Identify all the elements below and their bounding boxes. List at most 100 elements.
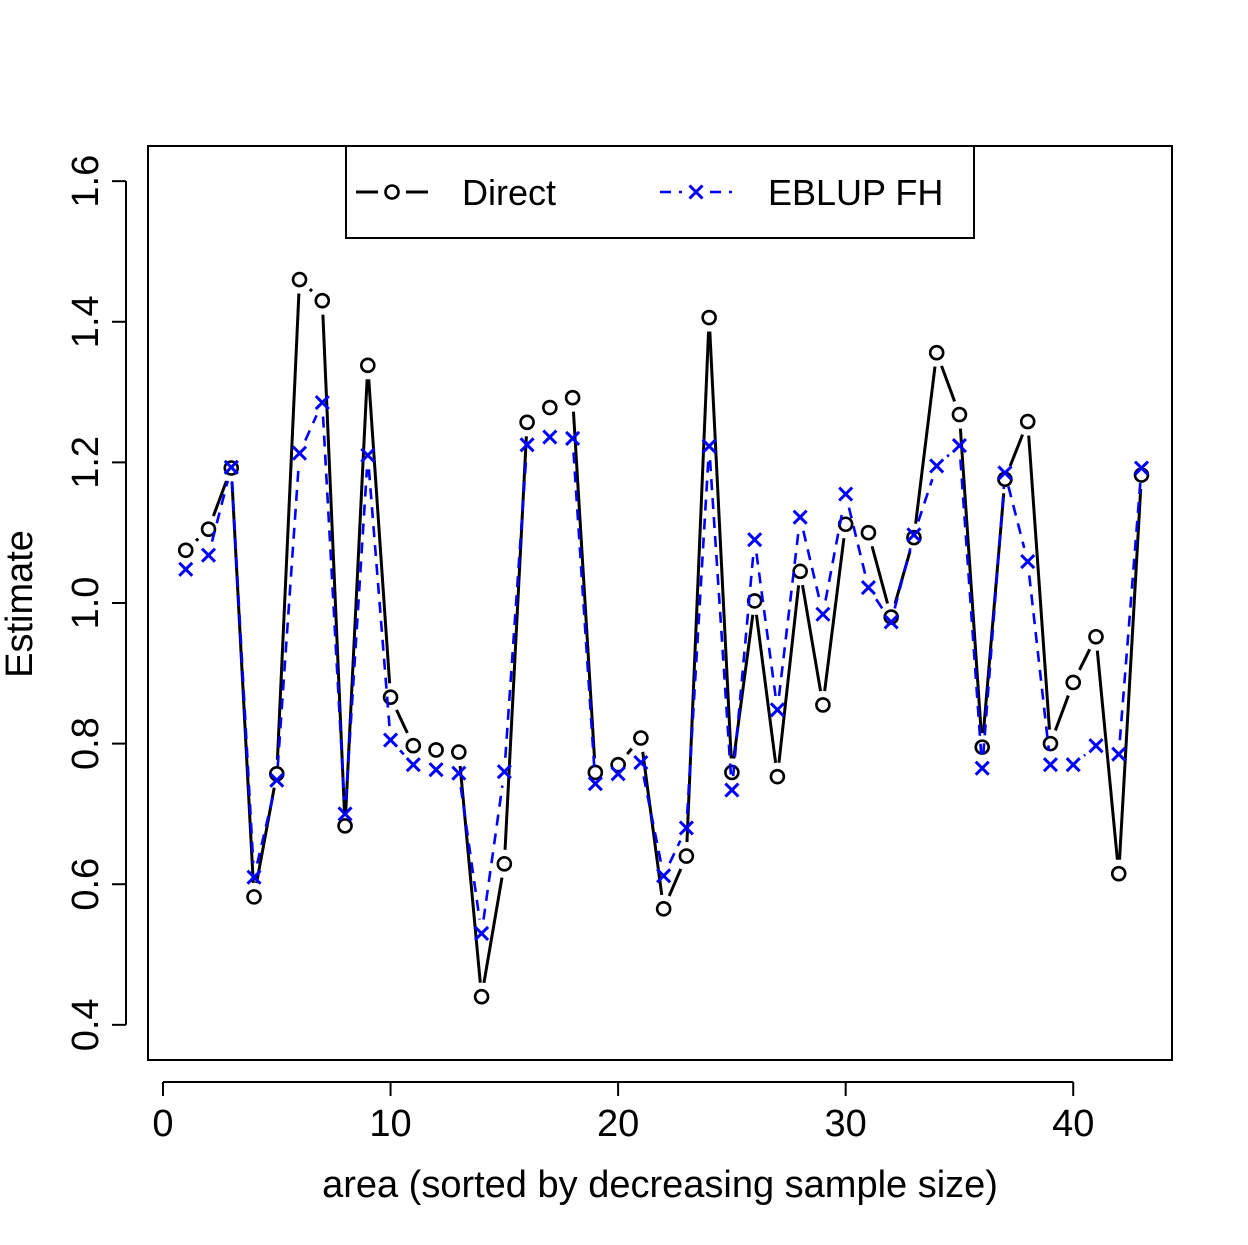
series-segment <box>1008 434 1024 467</box>
point-marker <box>769 702 785 718</box>
point-marker <box>792 509 808 525</box>
x-tick-label: 40 <box>1052 1103 1094 1145</box>
axes-layer: 0 10 20 30 40 0.4 0.6 0.8 1.0 1.2 1.4 1.6 <box>65 145 1173 1145</box>
point-marker <box>815 606 831 622</box>
series-segment <box>304 414 318 442</box>
series-segment <box>981 486 1006 755</box>
point-marker <box>337 818 353 834</box>
x-tick-label: 10 <box>369 1103 411 1145</box>
point-marker <box>951 437 968 454</box>
series-segment <box>685 460 710 815</box>
series-eblup-fh <box>178 395 1150 942</box>
point-marker <box>678 820 694 836</box>
point-marker <box>519 437 535 453</box>
point-marker <box>246 889 262 905</box>
point-marker <box>542 429 558 445</box>
point-marker <box>1111 746 1127 762</box>
point-marker <box>496 856 513 872</box>
point-marker <box>474 925 490 942</box>
x-tick-label: 20 <box>597 1103 639 1145</box>
point-marker <box>428 742 444 758</box>
series-segment <box>940 365 957 402</box>
point-marker <box>769 768 786 785</box>
point-marker <box>656 868 672 884</box>
point-marker <box>314 292 331 309</box>
series-segment <box>321 314 346 812</box>
series-segment <box>1078 648 1092 671</box>
point-marker <box>860 579 876 596</box>
series-segment <box>777 585 801 763</box>
point-marker <box>587 764 604 781</box>
series-segment <box>459 786 481 920</box>
point-marker <box>1088 738 1104 754</box>
point-marker <box>701 438 717 454</box>
legend-marker <box>688 184 704 200</box>
x-axis-label: area (sorted by decreasing sample size) <box>322 1164 998 1206</box>
point-marker <box>1065 674 1082 691</box>
point-marker <box>633 730 649 746</box>
series-segment <box>777 530 800 697</box>
series-segment <box>946 453 950 458</box>
series-segment <box>482 785 504 920</box>
point-marker <box>610 756 626 773</box>
series-direct <box>177 271 1150 1005</box>
point-marker <box>223 459 239 475</box>
series-segment <box>321 416 346 801</box>
y-tick-label: 0.4 <box>65 998 107 1051</box>
series-segment <box>1118 488 1143 860</box>
series-segment <box>708 331 733 759</box>
point-marker <box>382 732 399 748</box>
point-marker <box>405 757 421 773</box>
series-segment <box>870 545 889 604</box>
legend: Direct EBLUP FH <box>345 145 975 239</box>
point-marker <box>1042 735 1059 752</box>
point-marker <box>860 524 877 541</box>
legend-item-eblup-fh: EBLUP FH <box>660 172 943 213</box>
series-segment <box>626 747 633 756</box>
point-marker <box>929 458 945 474</box>
series-segment <box>755 553 777 697</box>
series-layer <box>177 271 1150 1005</box>
point-marker <box>314 395 330 411</box>
point-marker <box>974 760 990 776</box>
point-marker <box>451 765 467 781</box>
series-segment <box>958 428 983 734</box>
point-marker <box>792 563 808 580</box>
series-segment <box>344 469 369 801</box>
point-marker <box>1020 553 1036 570</box>
point-marker <box>542 399 558 416</box>
legend-label: EBLUP FH <box>768 172 943 213</box>
series-segment <box>1095 650 1119 860</box>
series-segment <box>399 749 405 756</box>
point-marker <box>587 776 603 792</box>
series-segment <box>255 793 275 864</box>
point-marker <box>360 447 376 463</box>
point-marker <box>1110 865 1127 882</box>
point-marker <box>1019 413 1036 430</box>
point-marker <box>701 309 717 326</box>
series-segment <box>1083 753 1087 757</box>
series-segment <box>230 481 255 864</box>
series-segment <box>823 537 846 692</box>
point-marker <box>496 764 512 780</box>
series-segment <box>1027 435 1051 730</box>
point-marker <box>337 806 353 822</box>
point-marker <box>838 486 854 502</box>
y-tick-label: 1.6 <box>65 155 107 208</box>
y-axis-label: Estimate <box>0 530 41 678</box>
series-segment <box>275 293 301 760</box>
series-segment <box>668 840 682 864</box>
series-segment <box>1053 695 1070 732</box>
point-marker <box>473 988 490 1005</box>
point-marker <box>815 697 831 713</box>
legend-item-direct: Direct <box>356 172 556 213</box>
point-marker <box>1133 460 1150 476</box>
point-marker <box>1065 757 1081 773</box>
series-segment <box>344 379 369 812</box>
point-marker <box>405 737 422 754</box>
point-marker <box>291 271 308 288</box>
series-segment <box>893 548 912 609</box>
series-segment <box>308 288 314 293</box>
point-marker <box>951 406 968 423</box>
plot-frame <box>147 145 1173 1061</box>
